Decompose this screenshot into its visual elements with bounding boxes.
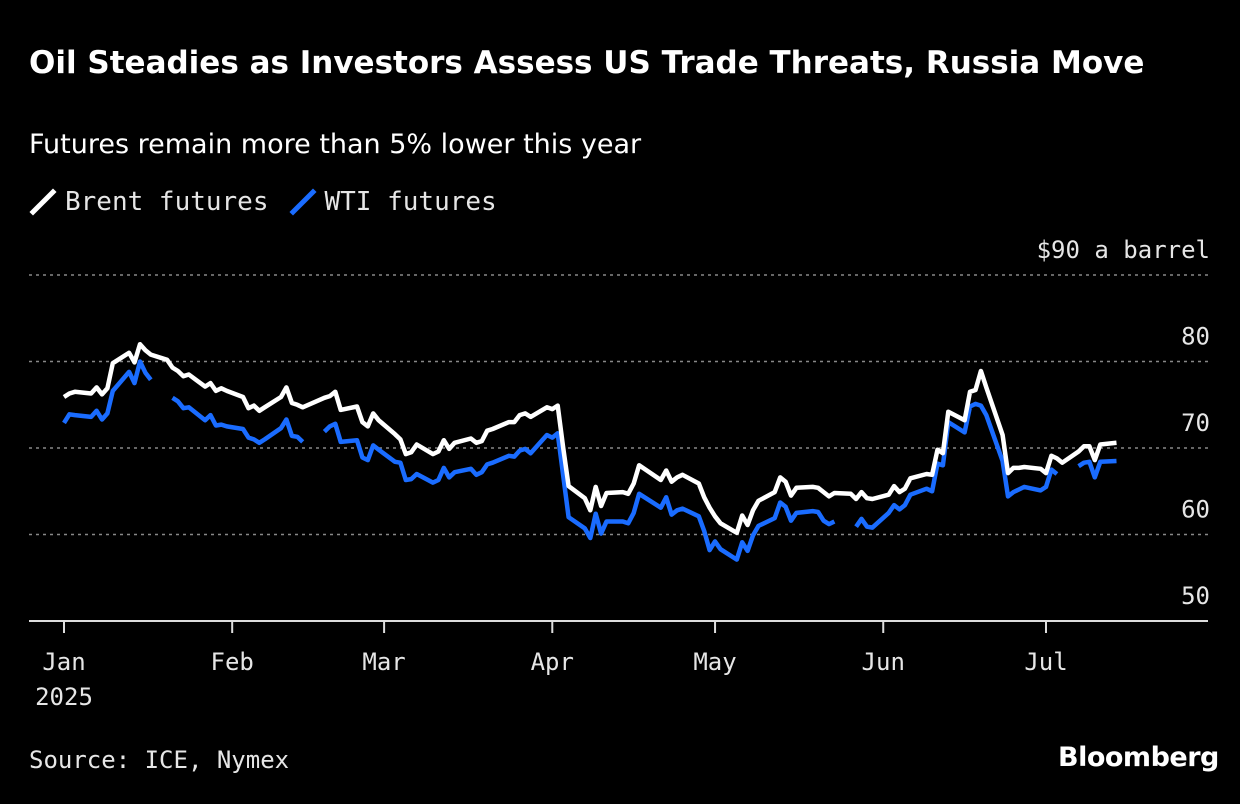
legend-label-brent: Brent futures — [65, 187, 269, 217]
source-note: Source: ICE, Nymex — [29, 746, 290, 774]
series-line-brent — [62, 341, 1117, 536]
x-tick-label-jan: Jan — [42, 648, 85, 676]
bloomberg-logo: Bloomberg — [1058, 742, 1219, 773]
chart-title: Oil Steadies as Investors Assess US Trad… — [29, 45, 1145, 81]
x-tick-label-jul: Jul — [1024, 648, 1067, 676]
chart-legend: Brent futures WTI futures — [29, 184, 517, 220]
legend-swatch-brent — [29, 188, 57, 216]
legend-item-wti: WTI futures — [288, 187, 497, 217]
series-line-wti — [62, 359, 1117, 562]
legend-label-wti: WTI futures — [324, 187, 497, 217]
y-tick-label-60: 60 — [1181, 496, 1210, 524]
x-tick-label-apr: Apr — [531, 648, 574, 676]
x-tick-sublabel-year: 2025 — [35, 683, 93, 711]
chart-subtitle: Futures remain more than 5% lower this y… — [29, 129, 642, 160]
x-tick-label-mar: Mar — [362, 648, 405, 676]
legend-item-brent: Brent futures — [29, 187, 269, 217]
x-tick-label-feb: Feb — [211, 648, 254, 676]
y-tick-label-80: 80 — [1181, 323, 1210, 351]
y-tick-label-90: $90 a barrel — [1037, 236, 1210, 264]
x-tick-label-jun: Jun — [862, 648, 905, 676]
legend-swatch-wti — [288, 188, 317, 216]
x-tick-label-may: May — [693, 648, 736, 676]
y-tick-label-50: 50 — [1181, 582, 1210, 610]
y-tick-label-70: 70 — [1181, 409, 1210, 437]
